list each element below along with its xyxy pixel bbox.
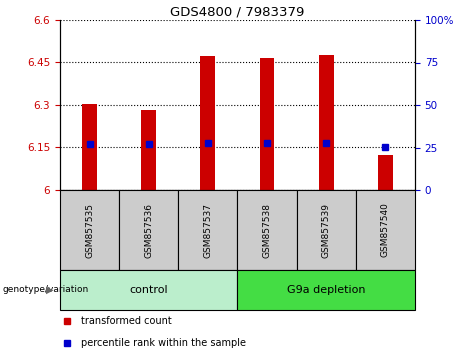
Bar: [296, 190, 356, 270]
Text: GSM857535: GSM857535: [85, 202, 94, 257]
Bar: [201, 56, 215, 190]
Text: transformed count: transformed count: [81, 316, 172, 326]
Text: GSM857540: GSM857540: [381, 202, 390, 257]
Bar: [141, 110, 156, 190]
Text: GSM857536: GSM857536: [144, 202, 153, 257]
Bar: [356, 190, 415, 270]
Bar: [237, 190, 296, 270]
Text: GSM857538: GSM857538: [262, 202, 272, 257]
Bar: [237, 270, 415, 310]
Text: genotype/variation: genotype/variation: [2, 285, 89, 295]
Bar: [260, 58, 274, 190]
Bar: [82, 104, 97, 190]
Bar: [378, 155, 393, 190]
Bar: [178, 190, 237, 270]
Text: GSM857539: GSM857539: [322, 202, 331, 257]
Bar: [319, 56, 334, 190]
Text: GSM857537: GSM857537: [203, 202, 213, 257]
Bar: [119, 190, 178, 270]
Text: control: control: [130, 285, 168, 295]
Title: GDS4800 / 7983379: GDS4800 / 7983379: [170, 6, 305, 19]
Bar: [60, 270, 237, 310]
Text: percentile rank within the sample: percentile rank within the sample: [81, 338, 246, 348]
Text: G9a depletion: G9a depletion: [287, 285, 366, 295]
Bar: [60, 190, 119, 270]
Text: ▶: ▶: [46, 285, 53, 295]
